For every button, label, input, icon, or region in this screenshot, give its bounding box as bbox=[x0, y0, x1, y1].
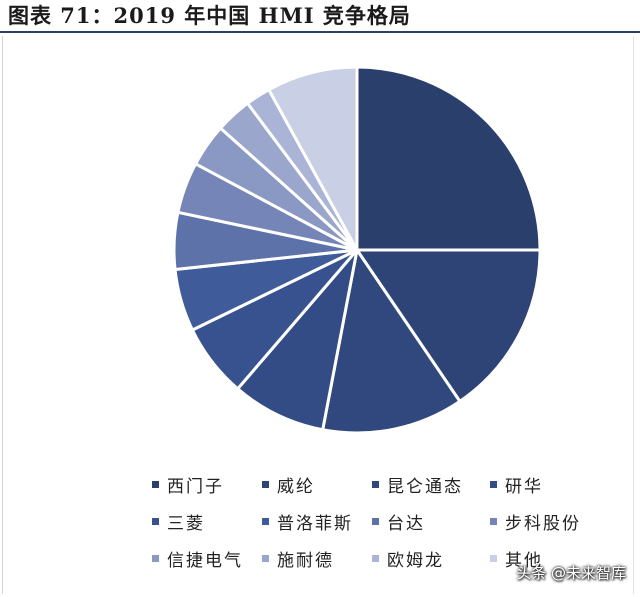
legend-swatch-5 bbox=[262, 518, 269, 525]
title-rule bbox=[0, 31, 640, 33]
chart-legend: 西门子 威纶 昆仑通态 研华三菱 普洛菲斯 台达 步科股份信捷电气 施耐德 欧姆龙 其他 bbox=[152, 473, 594, 571]
legend-swatch-3 bbox=[490, 481, 497, 488]
legend-label-4: 三菱 bbox=[167, 514, 205, 534]
legend-label-10: 欧姆龙 bbox=[387, 551, 444, 571]
pie-slice-11 bbox=[267, 65, 359, 252]
legend-swatch-1 bbox=[262, 481, 269, 488]
legend-label-3: 研华 bbox=[505, 477, 543, 497]
legend-swatch-6 bbox=[372, 518, 379, 525]
legend-swatch-2 bbox=[372, 481, 379, 488]
legend-swatch-7 bbox=[490, 518, 497, 525]
pie-chart bbox=[172, 65, 542, 435]
legend-label-2: 昆仑通态 bbox=[387, 477, 463, 497]
legend-label-1: 威纶 bbox=[277, 477, 315, 497]
legend-label-8: 信捷电气 bbox=[167, 551, 243, 571]
legend-swatch-10 bbox=[372, 555, 379, 562]
legend-swatch-8 bbox=[152, 555, 159, 562]
legend-label-5: 普洛菲斯 bbox=[277, 514, 353, 534]
figure-title: 图表 71：2019 年中国 HMI 竞争格局 bbox=[8, 3, 411, 28]
legend-item-5: 普洛菲斯 bbox=[262, 510, 366, 534]
legend-swatch-4 bbox=[152, 518, 159, 525]
legend-swatch-0 bbox=[152, 481, 159, 488]
pie-slice-0 bbox=[355, 65, 542, 252]
legend-item-7: 步科股份 bbox=[490, 510, 594, 534]
legend-swatch-11 bbox=[490, 555, 497, 562]
legend-item-11: 其他 bbox=[490, 547, 594, 571]
legend-item-0: 西门子 bbox=[152, 473, 256, 497]
pie-slice-2 bbox=[321, 248, 462, 435]
legend-label-11: 其他 bbox=[505, 551, 543, 571]
legend-item-6: 台达 bbox=[372, 510, 484, 534]
legend-item-9: 施耐德 bbox=[262, 547, 366, 571]
legend-item-4: 三菱 bbox=[152, 510, 256, 534]
legend-item-10: 欧姆龙 bbox=[372, 547, 484, 571]
legend-label-6: 台达 bbox=[387, 514, 425, 534]
legend-item-1: 威纶 bbox=[262, 473, 366, 497]
pie-slice-1 bbox=[355, 248, 542, 403]
watermark: 头条 @未来智库 bbox=[516, 564, 626, 582]
legend-label-9: 施耐德 bbox=[277, 551, 334, 571]
legend-item-2: 昆仑通态 bbox=[372, 473, 484, 497]
legend-item-8: 信捷电气 bbox=[152, 547, 256, 571]
legend-item-3: 研华 bbox=[490, 473, 594, 497]
chart-frame bbox=[2, 36, 634, 594]
legend-label-7: 步科股份 bbox=[505, 514, 581, 534]
legend-label-0: 西门子 bbox=[167, 477, 224, 497]
legend-swatch-9 bbox=[262, 555, 269, 562]
pie-slice-3 bbox=[236, 248, 359, 432]
